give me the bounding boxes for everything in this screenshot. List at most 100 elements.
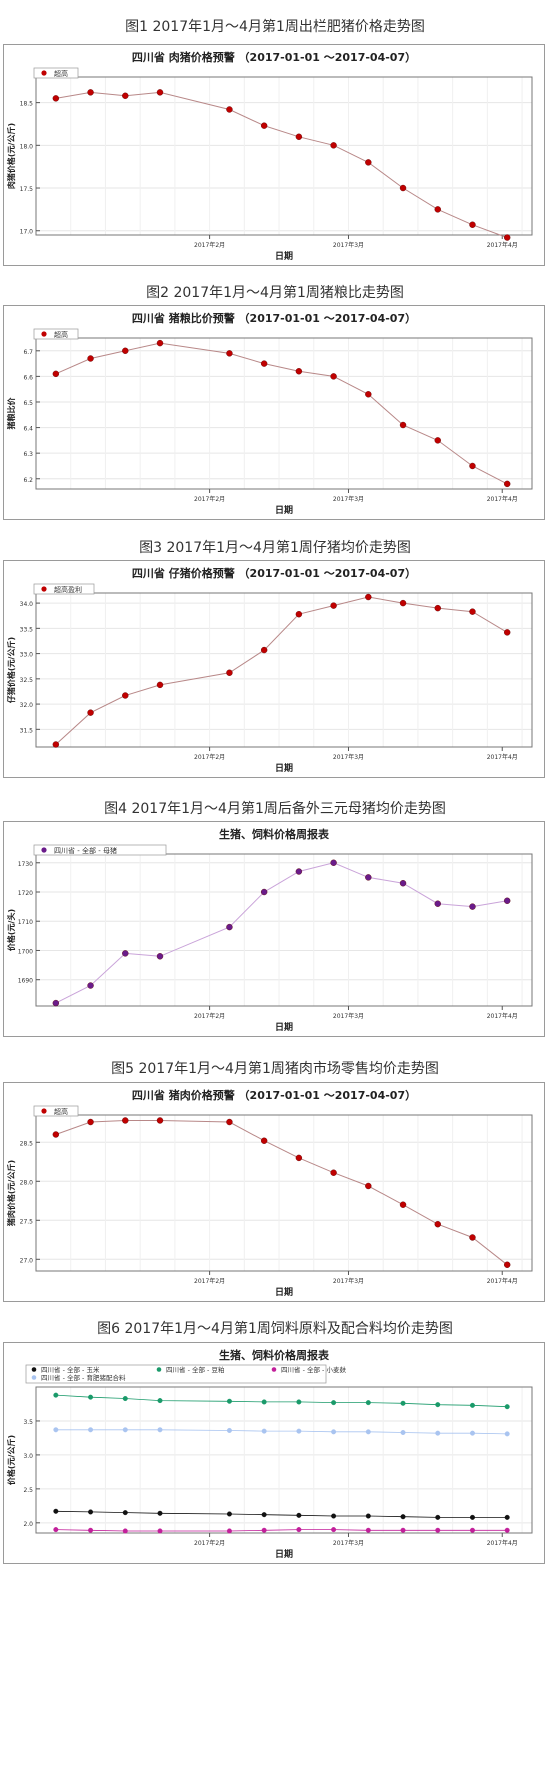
- chart-1-data-point: [87, 89, 94, 96]
- chart-2-data-point: [52, 370, 60, 378]
- chart-3: 四川省 仔猪价格预警 （2017-01-01 ～2017-04-07） 31.5 3…: [6, 566, 533, 774]
- chart-3-data-point: [52, 741, 60, 748]
- chart-6-data-point: [122, 1528, 128, 1534]
- chart-3-data-point: [122, 692, 129, 699]
- chart-5-data-point: [469, 1234, 476, 1241]
- chart-4-x-tick-label: 2017年4月: [487, 1012, 518, 1020]
- chart-6-x-axis-label: 日期: [275, 1548, 293, 1560]
- chart-3-y-tick-label: 32.0: [20, 702, 34, 709]
- chart-1-title: 四川省 肉猪价格预警 （2017-01-01 ～2017-04-07）: [132, 50, 416, 64]
- chart-1-y-axis-label: 肉猪价格(元/公斤): [6, 123, 16, 189]
- chart-6-y-tick-label: 3.5: [23, 1419, 33, 1426]
- chart-5-y-tick-label: 27.0: [20, 1257, 34, 1264]
- chart-1-x-axis-label: 日期: [275, 250, 293, 262]
- chart-6-data-point: [53, 1508, 59, 1514]
- chart-5-data-point: [434, 1220, 441, 1228]
- chart-2-legend-label: 超高: [54, 330, 68, 339]
- chart-2-data-point: [122, 347, 129, 354]
- chart-3-data-point: [399, 599, 407, 607]
- chart-6-legend: 四川省 - 全部 - 玉米 四川省 - 全部 - 豆粕 四川省 - 全部 - 小麦麸…: [25, 1364, 346, 1384]
- chart-5-data-point: [52, 1131, 60, 1138]
- chart-6-data-point: [88, 1527, 94, 1533]
- chart-1-data-point: [52, 95, 60, 102]
- chart-1-x-tick-label: 2017年2月: [194, 241, 225, 249]
- chart-2-data-point: [434, 437, 441, 444]
- chart-1-data-point: [122, 92, 129, 99]
- chart-3-x-tick-label: 2017年4月: [487, 753, 518, 761]
- chart-6-y-tick-label: 2.0: [23, 1521, 33, 1528]
- chart-2-x-axis-label: 日期: [275, 504, 293, 516]
- chart-1-x-tick-label: 2017年4月: [487, 241, 518, 249]
- chart-3-data-point: [434, 604, 441, 612]
- chart-6-title: 生猪、饲料价格周报表: [219, 1348, 330, 1362]
- chart-6-data-point: [365, 1513, 371, 1519]
- chart-5-data-point: [122, 1117, 129, 1124]
- chart-6-data-point: [296, 1428, 302, 1434]
- chart-6-data-point: [261, 1527, 267, 1533]
- chart-4-data-point: [469, 903, 476, 910]
- chart-6-data-point: [226, 1398, 232, 1404]
- chart-5-x-tick-label: 2017年2月: [194, 1277, 225, 1285]
- chart-5-x-axis-label: 日期: [275, 1286, 293, 1298]
- chart-6-y-axis-label: 价格(元/公斤): [6, 1435, 16, 1485]
- chart-3-data-point: [469, 608, 476, 615]
- chart-4: 生猪、饲料价格周报表 1690 1700 1710 1720 1730 2017年2月 201…: [6, 827, 533, 1033]
- chart-3-y-axis-label: 仔猪价格(元/公斤): [6, 637, 16, 703]
- chart-3-data-point: [330, 602, 337, 609]
- chart-6-data-point: [331, 1513, 337, 1519]
- chart-6-data-point: [400, 1527, 406, 1533]
- chart-4-data-point: [295, 868, 303, 875]
- chart-6-data-point: [504, 1431, 510, 1437]
- chart-6-data-point: [331, 1429, 337, 1435]
- chart-2-grid: [35, 338, 532, 489]
- chart-1-data-point: [330, 142, 337, 149]
- chart-6-data-point: [122, 1510, 128, 1516]
- chart-1-data-point: [226, 106, 233, 113]
- chart-1-x-tick-label: 2017年3月: [333, 241, 364, 249]
- chart-4-x-tick-label: 2017年2月: [194, 1012, 225, 1020]
- chart-6-data-point: [122, 1427, 128, 1433]
- chart-6-data-point: [469, 1430, 475, 1436]
- chart-5-x-tick-label: 2017年3月: [333, 1277, 364, 1285]
- chart-6-data-point: [400, 1400, 406, 1406]
- chart-4-data-point: [365, 874, 372, 881]
- chart-6-grid: [35, 1387, 532, 1533]
- chart-6-data-point: [296, 1527, 302, 1533]
- chart-6-data-point: [226, 1427, 232, 1433]
- chart-5-data-point: [365, 1182, 372, 1190]
- chart-6-data-point: [157, 1528, 163, 1534]
- chart-6-data-point: [88, 1394, 94, 1400]
- chart-2-x-tick-label: 2017年3月: [333, 495, 364, 503]
- chart-2-y-axis-label: 猪粮比价: [6, 397, 16, 431]
- chart-6-data-point: [365, 1429, 371, 1435]
- chart-4-legend-label: 四川省 - 全部 - 母猪: [54, 846, 117, 855]
- chart-3-data-point: [226, 669, 233, 676]
- chart-3-y-tick-label: 31.5: [20, 727, 34, 734]
- chart-6-data-point: [157, 1510, 163, 1516]
- chart-6-data-point: [435, 1527, 441, 1533]
- chart-5-data-point: [295, 1154, 303, 1162]
- chart-2: 四川省 猪粮比价预警 （2017-01-01 ～2017-04-07） 6.2 6.…: [6, 311, 533, 516]
- chart-panel-1: 四川省 肉猪价格预警 （2017-01-01 ～2017-04-07） 17.0 1…: [3, 44, 545, 266]
- chart-6-data-point: [331, 1400, 337, 1406]
- chart-3-y-tick-label: 34.0: [20, 601, 34, 608]
- chart-1-plot-frame: [35, 76, 533, 236]
- chart-5-grid: [35, 1115, 532, 1271]
- chart-6-data-point: [261, 1428, 267, 1434]
- chart-6-data-point: [435, 1430, 441, 1436]
- chart-3-grid: [35, 593, 532, 747]
- chart-6-x-tick-label: 2017年2月: [194, 1539, 225, 1547]
- chart-6: 生猪、饲料价格周报表 2.0 2.5 3.0 3.5 2017年2月 2017年3月 2017…: [6, 1348, 533, 1560]
- chart-1-data-point: [469, 221, 476, 228]
- chart-6-legend-label: 四川省 - 全部 - 玉米: [41, 1365, 100, 1374]
- chart-6-data-point: [226, 1528, 232, 1534]
- chart-6-data-point: [469, 1527, 475, 1533]
- chart-2-data-point: [330, 373, 337, 380]
- chart-2-data-point: [226, 350, 233, 357]
- chart-4-x-tick-label: 2017年3月: [333, 1012, 364, 1020]
- chart-4-data-point: [122, 950, 129, 957]
- chart-6-plot-frame: [35, 1386, 533, 1534]
- chart-6-data-point: [157, 1398, 163, 1404]
- chart-2-y-tick-label: 6.6: [23, 374, 33, 381]
- chart-4-data-point: [226, 923, 233, 931]
